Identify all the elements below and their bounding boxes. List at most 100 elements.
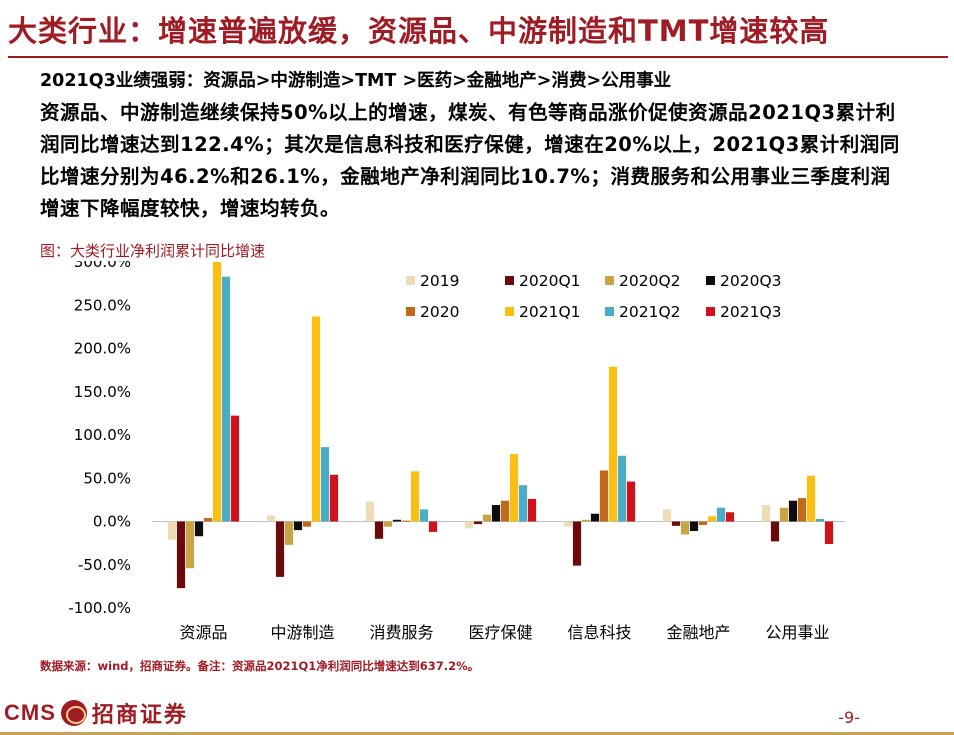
x-category-label: 医疗保健 xyxy=(468,623,532,642)
chart-legend: 2019 2020Q1 2020Q2 2020Q3 2020 2021Q1 2021Q2 20… xyxy=(406,272,782,321)
bar-2021q1-3 xyxy=(509,454,519,522)
bar-2021q1-0 xyxy=(212,262,222,522)
bar-2019-3 xyxy=(464,521,474,529)
bar-2021q2-3 xyxy=(518,485,528,522)
bar-2020q2-0 xyxy=(185,521,195,569)
bar-2019-1 xyxy=(266,515,276,522)
bar-2020q1-4 xyxy=(572,521,582,566)
legend-swatch xyxy=(406,276,415,285)
bar-2020q3-0 xyxy=(194,521,204,537)
bar-2021q3-2 xyxy=(428,521,438,532)
bar-2021q1-5 xyxy=(707,516,717,522)
bar-2020q3-3 xyxy=(491,505,501,522)
bar-2020q2-3 xyxy=(482,514,492,522)
bar-2020-2 xyxy=(401,520,411,522)
chart-bars xyxy=(167,262,834,589)
bar-2021q3-3 xyxy=(527,498,537,522)
bar-2020q2-2 xyxy=(383,521,393,527)
bar-2021q3-6 xyxy=(824,521,834,544)
legend-swatch xyxy=(706,276,715,285)
x-category-label: 信息科技 xyxy=(567,623,631,642)
figure-label: 图：大类行业净利润累计同比增速 xyxy=(40,240,272,261)
bar-2020q2-1 xyxy=(284,521,294,545)
x-category-label: 资源品 xyxy=(179,623,227,642)
bar-2020q1-2 xyxy=(374,521,384,539)
y-tick-label: -50.0% xyxy=(78,556,131,574)
bar-2021q3-4 xyxy=(626,481,636,522)
summary-subtitle: 2021Q3业绩强弱：资源品>中游制造>TMT >医药>金融地产>消费>公用事业 xyxy=(40,71,672,91)
page-title: 大类行业：增速普遍放缓，资源品、中游制造和TMT增速较高 xyxy=(8,14,830,48)
y-tick-label: -100.0% xyxy=(68,599,131,617)
bar-2021q1-2 xyxy=(410,471,420,522)
x-axis-labels: 资源品 中游制造 消费服务 医疗保健 信息科技 金融地产 公用事业 xyxy=(179,623,829,642)
y-tick-label: 250.0% xyxy=(74,296,131,314)
bar-2020q1-0 xyxy=(176,521,186,589)
footer-divider xyxy=(0,732,954,735)
bar-2020q2-6 xyxy=(779,507,789,522)
bar-2021q3-0 xyxy=(230,415,240,522)
bar-2021q3-1 xyxy=(329,474,339,522)
y-tick-label: 150.0% xyxy=(74,383,131,401)
legend-label: 2020 xyxy=(420,303,459,321)
bar-2021q2-4 xyxy=(617,455,627,522)
x-category-label: 公用事业 xyxy=(765,623,829,642)
y-tick-label: 0.0% xyxy=(93,513,131,531)
bar-2020-4 xyxy=(599,470,609,522)
legend-label: 2021Q2 xyxy=(619,303,681,321)
bar-2019-4 xyxy=(563,521,573,527)
bar-2021q2-6 xyxy=(815,518,825,522)
bar-2021q1-1 xyxy=(311,316,321,522)
legend-swatch xyxy=(505,307,514,316)
x-category-label: 消费服务 xyxy=(369,623,433,642)
legend-swatch xyxy=(706,307,715,316)
bar-2021q2-5 xyxy=(716,507,726,522)
bar-2019-5 xyxy=(662,509,672,522)
bar-2020q2-4 xyxy=(581,519,591,522)
legend-label: 2020Q2 xyxy=(619,272,681,290)
bar-2021q2-2 xyxy=(419,509,429,522)
legend-label: 2021Q3 xyxy=(720,303,782,321)
data-source-note: 数据来源：wind，招商证券。备注：资源品2021Q1净利润同比增速达到637.… xyxy=(40,659,480,673)
bar-2020q1-6 xyxy=(770,521,780,542)
bar-2019-6 xyxy=(761,505,771,522)
bar-2020q3-5 xyxy=(689,521,699,532)
bar-2020-3 xyxy=(500,500,510,522)
logo-text: CMS xyxy=(4,700,56,725)
y-tick-label: 50.0% xyxy=(83,469,131,487)
bar-2020-0 xyxy=(203,518,213,522)
bar-2020q1-5 xyxy=(671,521,681,526)
bar-2020q3-6 xyxy=(788,500,798,522)
y-tick-label: 100.0% xyxy=(74,426,131,444)
legend-label: 2020Q1 xyxy=(519,272,581,290)
x-category-label: 中游制造 xyxy=(270,623,334,642)
bar-2021q1-4 xyxy=(608,366,618,522)
x-category-label: 金融地产 xyxy=(666,623,730,642)
legend-swatch xyxy=(505,276,514,285)
y-tick-label: 200.0% xyxy=(74,340,131,358)
bar-2021q1-6 xyxy=(806,475,816,522)
bar-2020q1-1 xyxy=(275,521,285,577)
bar-2020q2-5 xyxy=(680,521,690,535)
logo-mark-icon xyxy=(60,700,87,726)
bar-chart: 300.0%250.0%200.0%150.0%100.0%50.0%0.0%-… xyxy=(68,253,845,642)
legend-swatch xyxy=(605,307,614,316)
bar-2020-1 xyxy=(302,521,312,527)
company-logo: CMS 招商证券 xyxy=(4,696,188,730)
summary-paragraph: 资源品、中游制造继续保持50%以上的增速，煤炭、有色等商品涨价促使资源品2021… xyxy=(40,101,900,220)
bar-2020q3-2 xyxy=(392,519,402,522)
logo-chinese-name: 招商证券 xyxy=(91,703,188,728)
bar-2020-6 xyxy=(797,498,807,522)
bar-2020q3-4 xyxy=(590,513,600,522)
bar-2020q1-3 xyxy=(473,521,483,525)
legend-label: 2020Q3 xyxy=(720,272,782,290)
bar-2021q3-5 xyxy=(725,512,735,522)
page-number: -9- xyxy=(838,708,860,727)
legend-label: 2019 xyxy=(420,272,459,290)
bar-2020q3-1 xyxy=(293,521,303,531)
bar-2019-2 xyxy=(365,501,375,522)
bar-2019-0 xyxy=(167,521,177,540)
bar-2021q2-0 xyxy=(221,276,231,522)
bar-2020-5 xyxy=(698,521,708,525)
legend-swatch xyxy=(406,307,415,316)
legend-swatch xyxy=(605,276,614,285)
